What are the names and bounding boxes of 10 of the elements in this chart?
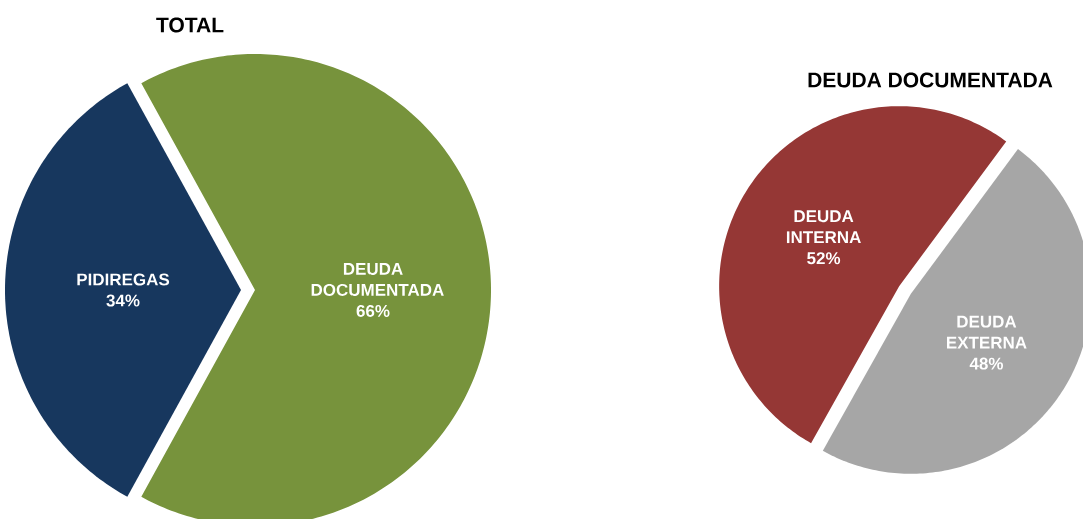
slice-label: DEUDA EXTERNA bbox=[946, 315, 1027, 349]
chart-title: DEUDA DOCUMENTADA bbox=[808, 72, 1053, 88]
slice-label: DEUDA DOCUMENTADA bbox=[311, 263, 444, 296]
chart-title: TOTAL bbox=[156, 17, 224, 33]
data-label: 48% bbox=[969, 357, 1004, 370]
slice-label: DEUDA INTERNA bbox=[786, 210, 861, 244]
data-label: 34% bbox=[106, 294, 140, 307]
data-label: 66% bbox=[356, 304, 390, 317]
data-label: 52% bbox=[807, 252, 841, 265]
slice-label: PIDIREGAS bbox=[77, 273, 170, 286]
